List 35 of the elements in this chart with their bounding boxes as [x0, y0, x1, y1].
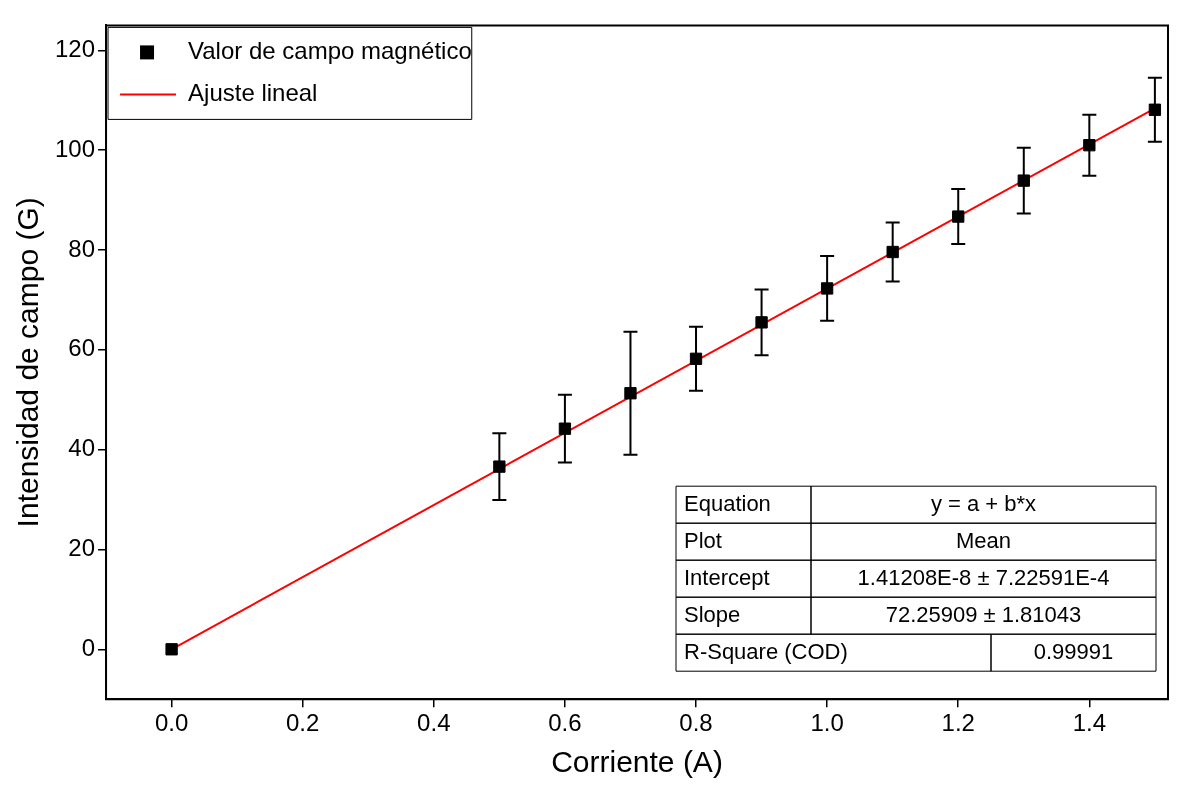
legend-label: Valor de campo magnético [188, 37, 472, 65]
point [1017, 174, 1030, 187]
y-tick-label: 0 [81, 633, 96, 661]
point [755, 316, 768, 329]
annotation: Plot [684, 527, 722, 553]
x-tick-label: 0.0 [154, 709, 189, 737]
x-tick-label: 0.6 [548, 709, 582, 737]
annotation: Mean [955, 527, 1012, 553]
annotation: Slope [684, 601, 741, 627]
x-tick-label: 1.4 [1072, 709, 1107, 737]
annotation: 1.41208E-8 ± 7.22591E-4 [857, 564, 1110, 590]
point [624, 387, 637, 400]
x-tick-label: 0.2 [286, 709, 320, 737]
point [493, 460, 506, 473]
point [952, 210, 965, 223]
y-tick-label: 80 [68, 234, 96, 262]
y-tick-label: 40 [68, 434, 96, 462]
y-tick-label: 100 [55, 134, 96, 162]
y-tick-label: 120 [55, 34, 96, 62]
annotation: R-Square (COD) [684, 638, 848, 664]
legend-label: Ajuste lineal [188, 79, 318, 107]
x-tick-label: 1.2 [941, 709, 975, 737]
y-tick-label: 60 [68, 334, 96, 362]
x-tick-label: 0.8 [679, 709, 713, 737]
annotation: 72.25909 ± 1.81043 [885, 601, 1082, 627]
annotation: y = a + b*x [930, 490, 1037, 516]
y-tick-label: 20 [68, 534, 96, 562]
x-tick-label: 1.0 [810, 709, 844, 737]
x-tick-label: 0.4 [417, 709, 451, 737]
x-axis-title: Corriente (A) [551, 745, 723, 779]
annotation: 0.99991 [1033, 638, 1114, 664]
point [165, 643, 178, 656]
annotation: Intercept [684, 564, 770, 590]
y-axis-title: Intensidad de campo (G) [11, 197, 45, 528]
annotation: Equation [684, 490, 771, 516]
